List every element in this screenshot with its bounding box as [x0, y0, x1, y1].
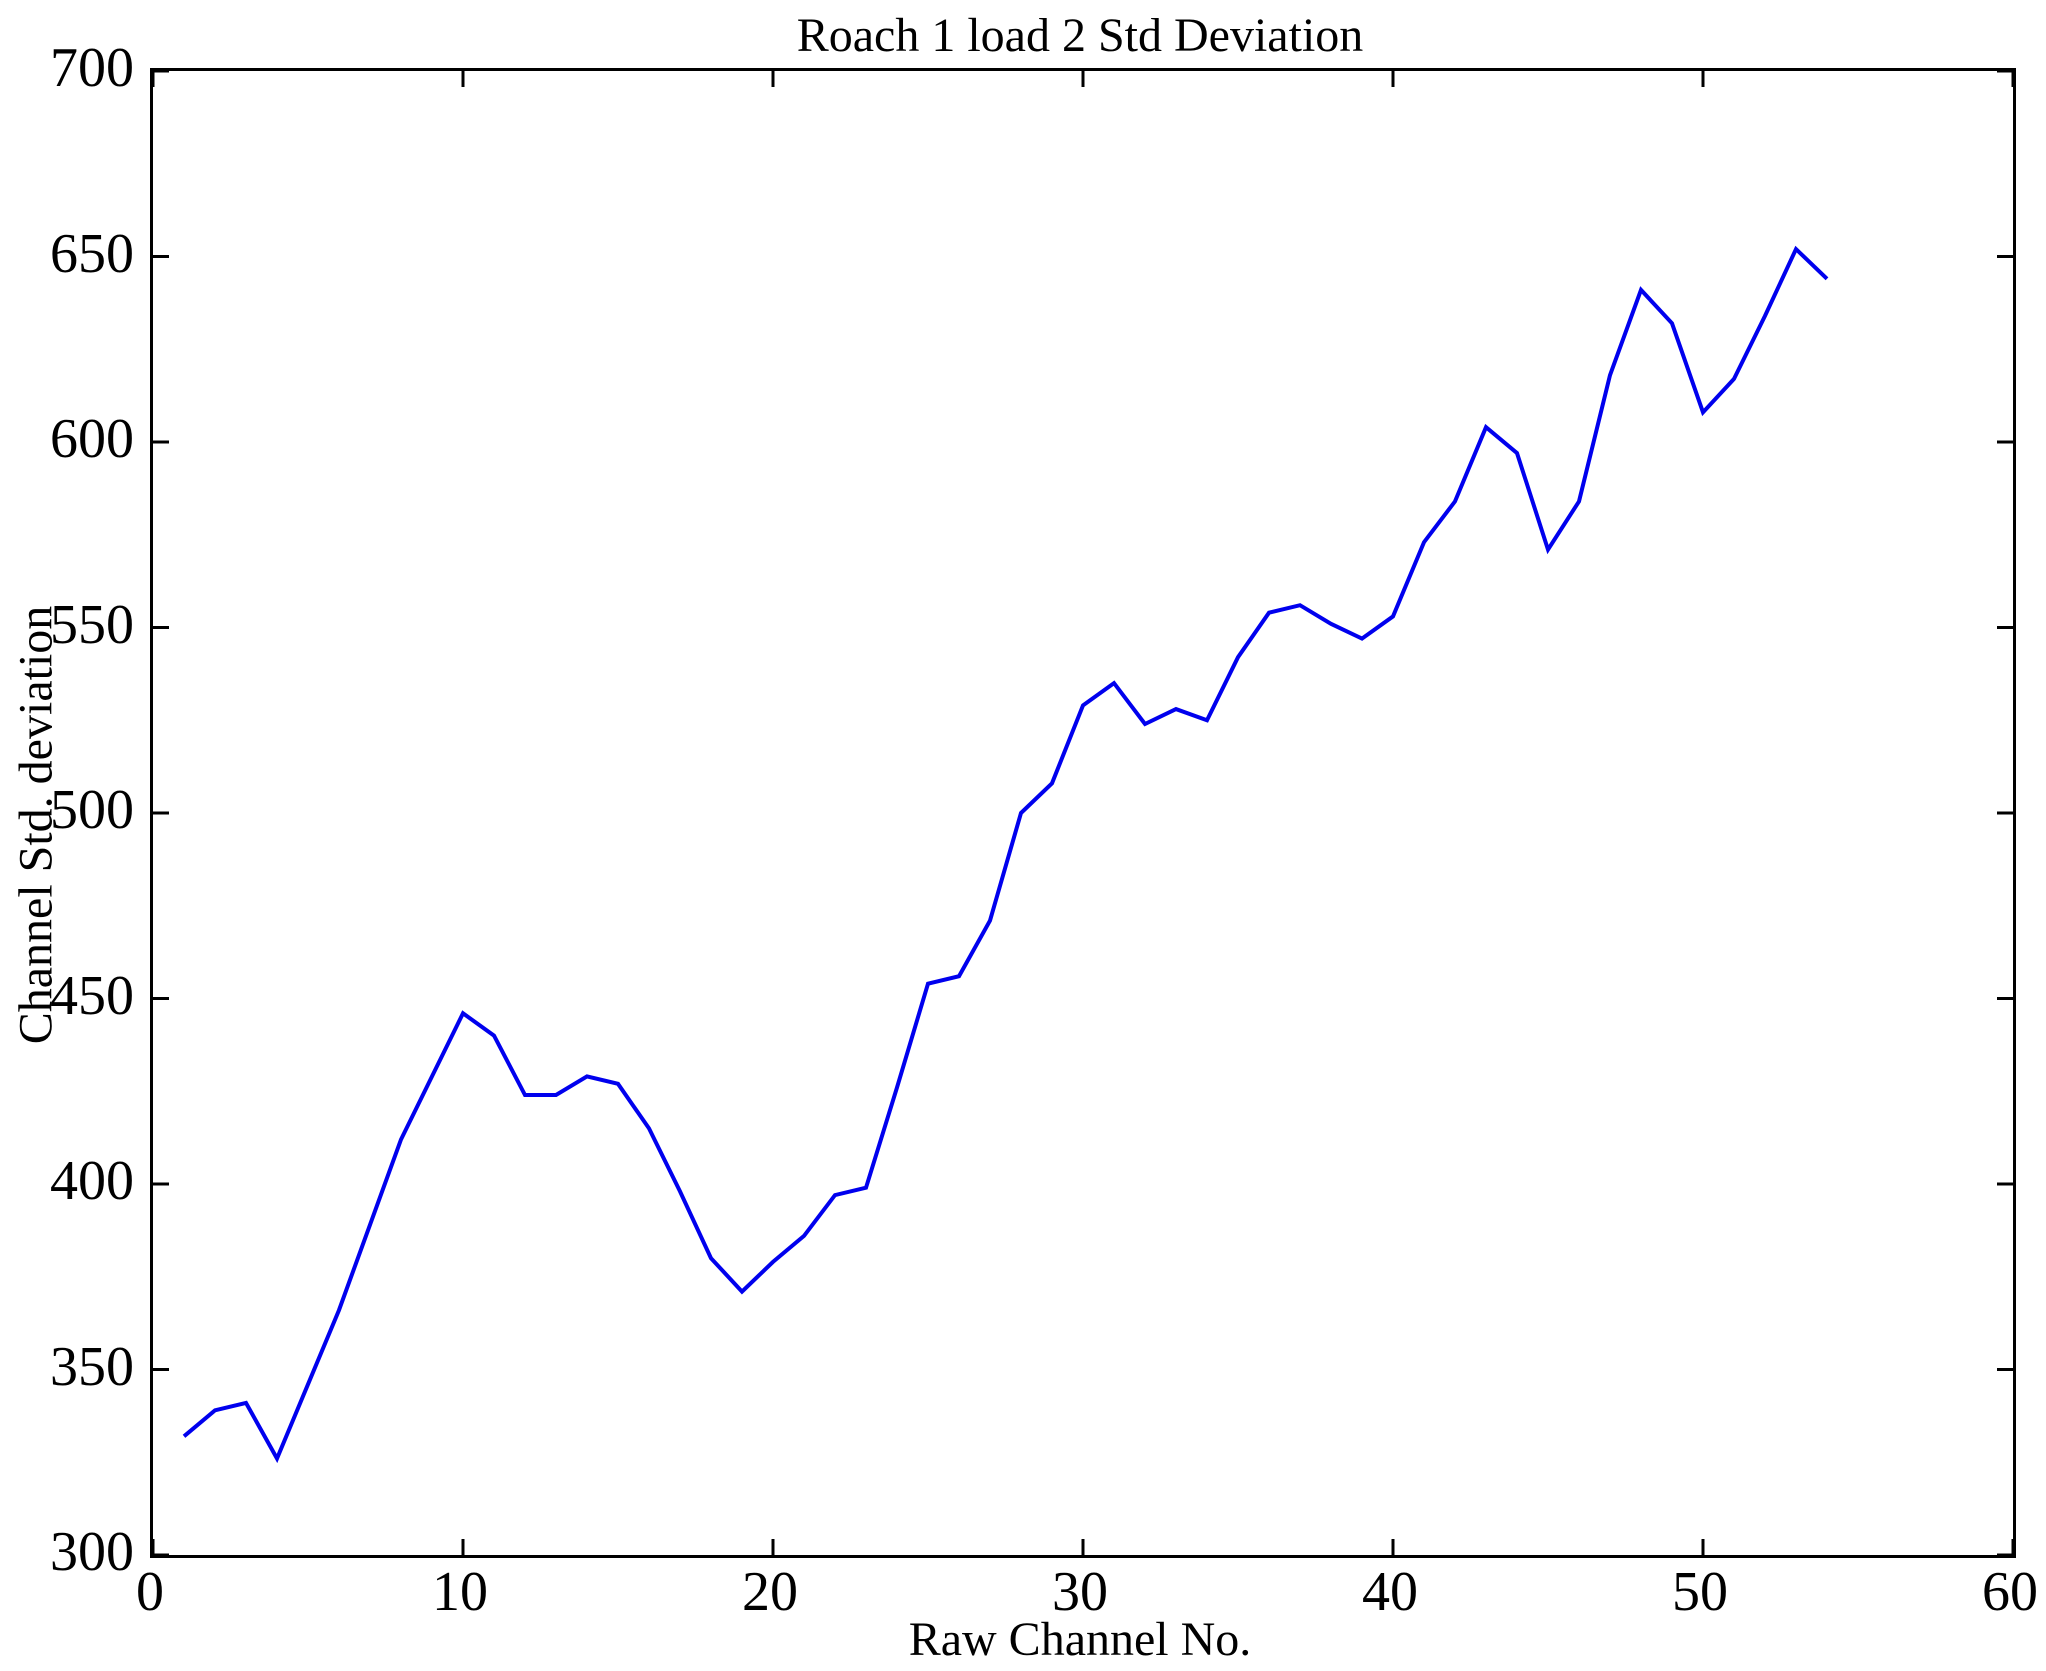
x-tick-label: 20 — [742, 1561, 798, 1623]
y-tick-label: 300 — [50, 1521, 134, 1583]
y-tick-label: 500 — [50, 779, 134, 841]
y-tick-label: 700 — [50, 37, 134, 99]
data-series-line — [182, 245, 1829, 1464]
x-axis-title: Raw Channel No. — [908, 1613, 1252, 1666]
x-tick-label: 30 — [1052, 1561, 1108, 1623]
plot-canvas — [151, 69, 2015, 1557]
axis-tick-marks — [151, 69, 2015, 1557]
y-tick-label: 650 — [50, 222, 134, 285]
x-tick-label: 50 — [1672, 1561, 1728, 1623]
y-tick-label: 600 — [50, 408, 134, 470]
x-tick-label: 40 — [1362, 1561, 1418, 1623]
x-tick-label: 0 — [136, 1561, 164, 1623]
y-tick-label: 550 — [50, 593, 134, 656]
chart-title: Roach 1 load 2 Std Deviation — [796, 9, 1364, 62]
y-tick-label: 450 — [50, 964, 134, 1027]
x-tick-label: 10 — [432, 1561, 488, 1623]
x-tick-label: 60 — [1982, 1561, 2038, 1623]
y-tick-label: 350 — [50, 1335, 134, 1398]
y-tick-label: 400 — [50, 1150, 134, 1212]
plot-area — [150, 68, 2016, 1558]
y-axis-title: Channel Std. deviation — [9, 605, 63, 1045]
